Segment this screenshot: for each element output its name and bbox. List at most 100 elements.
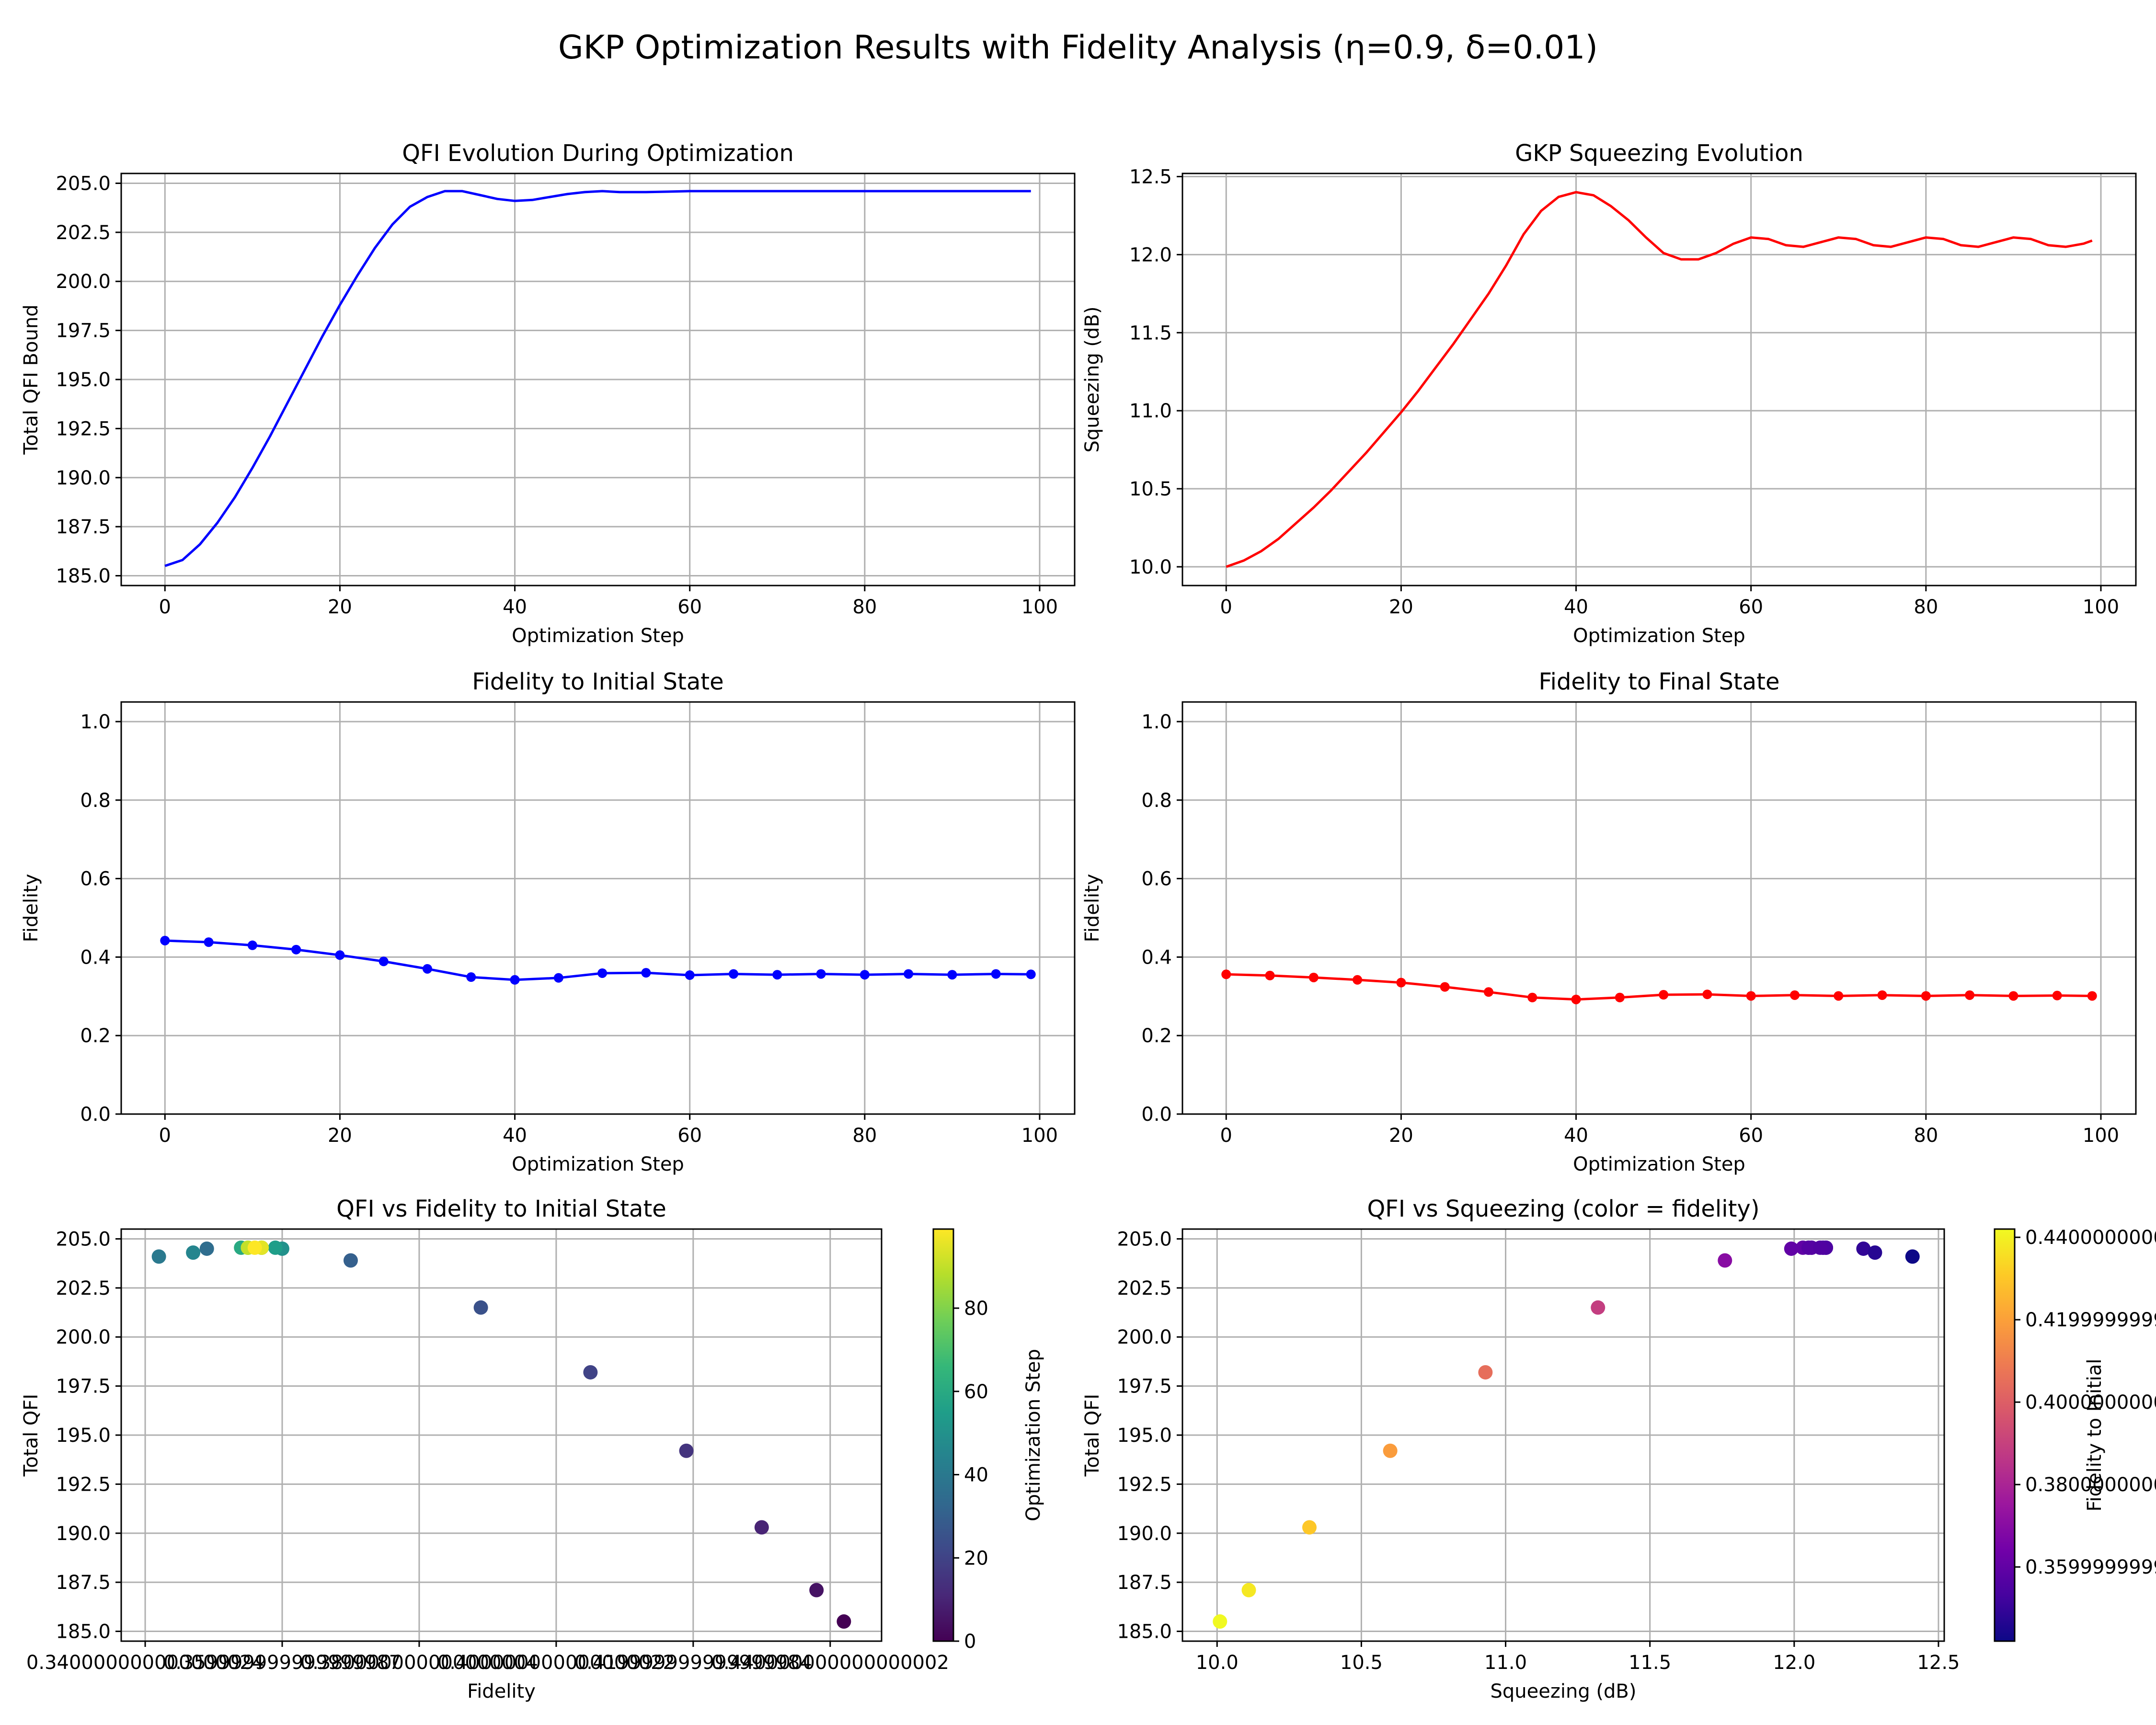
y-tick-label: 200.0 — [56, 1326, 111, 1348]
data-point — [2052, 990, 2062, 1000]
x-tick-label: 20 — [328, 596, 352, 618]
x-tick-label: 10.0 — [1196, 1652, 1239, 1674]
x-tick-label: 40 — [1564, 1125, 1588, 1147]
data-point — [268, 1240, 283, 1255]
data-point — [1784, 1241, 1799, 1256]
data-point — [1483, 987, 1493, 997]
data-point — [422, 964, 432, 974]
data-point — [151, 1249, 166, 1264]
x-axis-label: Optimization Step — [512, 1153, 684, 1175]
x-tick-label: 11.0 — [1484, 1652, 1527, 1674]
y-tick-label: 11.5 — [1129, 322, 1172, 344]
data-point — [1591, 1300, 1606, 1315]
data-point — [2087, 991, 2097, 1001]
x-tick-label: 100 — [2083, 1125, 2119, 1147]
data-point — [1868, 1245, 1882, 1260]
x-tick-label: 60 — [677, 1125, 702, 1147]
data-point — [1478, 1365, 1493, 1380]
data-point — [1659, 990, 1669, 1000]
plot-frame — [1181, 1228, 1945, 1642]
x-axis-label: Fidelity — [467, 1680, 536, 1702]
data-point — [1702, 989, 1712, 1000]
y-tick-label: 190.0 — [56, 1523, 111, 1545]
y-tick-label: 205.0 — [56, 172, 111, 195]
y-tick-label: 200.0 — [1117, 1326, 1172, 1348]
data-point — [291, 944, 301, 954]
x-tick-label: 0 — [1220, 1125, 1232, 1147]
y-tick-label: 0.6 — [1141, 868, 1172, 890]
y-axis-label: Squeezing (dB) — [1081, 307, 1103, 453]
data-point — [1440, 982, 1450, 992]
data-point — [1921, 991, 1931, 1001]
y-tick-label: 205.0 — [56, 1228, 111, 1250]
x-tick-label: 0.380000000000000004 — [300, 1652, 538, 1674]
y-tick-label: 187.5 — [56, 516, 111, 538]
data-point — [904, 969, 914, 979]
panel-title: GKP Squeezing Evolution — [1515, 140, 1803, 167]
y-tick-label: 0.4 — [80, 946, 111, 968]
x-tick-label: 60 — [1739, 596, 1763, 618]
y-tick-label: 195.0 — [1117, 1425, 1172, 1447]
plot-frame — [1181, 701, 2137, 1115]
x-axis-label: Squeezing (dB) — [1491, 1680, 1637, 1702]
y-tick-label: 197.5 — [56, 1376, 111, 1398]
data-point — [837, 1614, 851, 1629]
panel-title: QFI vs Fidelity to Initial State — [336, 1196, 666, 1222]
x-tick-label: 60 — [1739, 1125, 1763, 1147]
colorbar-tick-label: 0.359999999999999987 — [2025, 1556, 2156, 1578]
data-point — [1905, 1249, 1920, 1264]
data-point — [510, 975, 520, 985]
x-tick-label: 100 — [1021, 1125, 1058, 1147]
x-tick-label: 100 — [2083, 596, 2119, 618]
plot-frame — [120, 701, 1076, 1115]
data-point — [553, 973, 563, 983]
chart-squeezing: 0 20 40 60 80 100 10.0 10.5 11.0 11.5 12.0 12.5 GKP … — [1081, 140, 2137, 647]
colorbar — [1995, 1229, 2015, 1641]
x-tick-label: 11.5 — [1628, 1652, 1671, 1674]
panel-title: QFI vs Squeezing (color = fidelity) — [1367, 1196, 1759, 1222]
colorbar-frame — [1994, 1228, 2016, 1642]
x-tick-label: 20 — [1389, 596, 1413, 618]
x-tick-label: 80 — [1914, 1125, 1938, 1147]
y-tick-label: 1.0 — [80, 711, 111, 733]
y-tick-label: 197.5 — [1117, 1376, 1172, 1398]
y-tick-label: 0.8 — [1141, 790, 1172, 812]
data-point — [1527, 992, 1537, 1002]
data-point — [1302, 1520, 1317, 1535]
colorbar-tick-label: 80 — [964, 1298, 988, 1320]
panel-title: Fidelity to Initial State — [472, 668, 723, 695]
y-tick-label: 187.5 — [56, 1572, 111, 1594]
y-tick-label: 202.5 — [56, 222, 111, 244]
x-tick-label: 80 — [1914, 596, 1938, 618]
data-point — [1615, 992, 1625, 1002]
data-point — [247, 1240, 262, 1255]
data-point — [204, 937, 214, 947]
colorbar-tick-label: 0.419999999999999984 — [2025, 1309, 2156, 1331]
data-point — [1856, 1241, 1871, 1256]
y-tick-label: 192.5 — [56, 1473, 111, 1495]
data-point — [685, 970, 695, 980]
data-point — [1241, 1583, 1256, 1598]
y-tick-label: 0.2 — [80, 1025, 111, 1047]
data-point — [809, 1583, 824, 1598]
x-axis-label: Optimization Step — [512, 625, 684, 647]
x-axis-label: Optimization Step — [1573, 1153, 1745, 1175]
colorbar-tick-label: 40 — [964, 1464, 988, 1486]
y-tick-label: 1.0 — [1141, 711, 1172, 733]
plot-frame — [120, 1228, 883, 1642]
x-tick-label: 0.400000000000000022 — [437, 1652, 675, 1674]
y-tick-label: 11.0 — [1129, 400, 1172, 422]
y-tick-label: 185.0 — [56, 1621, 111, 1643]
data-point — [1834, 991, 1844, 1001]
y-tick-label: 12.0 — [1129, 244, 1172, 266]
x-tick-label: 40 — [1564, 596, 1588, 618]
y-tick-label: 0.4 — [1141, 946, 1172, 968]
y-tick-label: 0.8 — [80, 790, 111, 812]
y-tick-label: 202.5 — [1117, 1277, 1172, 1300]
x-tick-label: 60 — [677, 596, 702, 618]
y-tick-label: 200.0 — [56, 271, 111, 293]
plot-frame — [120, 172, 1076, 586]
x-tick-label: 0 — [159, 596, 171, 618]
y-tick-label: 12.5 — [1129, 166, 1172, 188]
y-tick-label: 192.5 — [56, 418, 111, 440]
